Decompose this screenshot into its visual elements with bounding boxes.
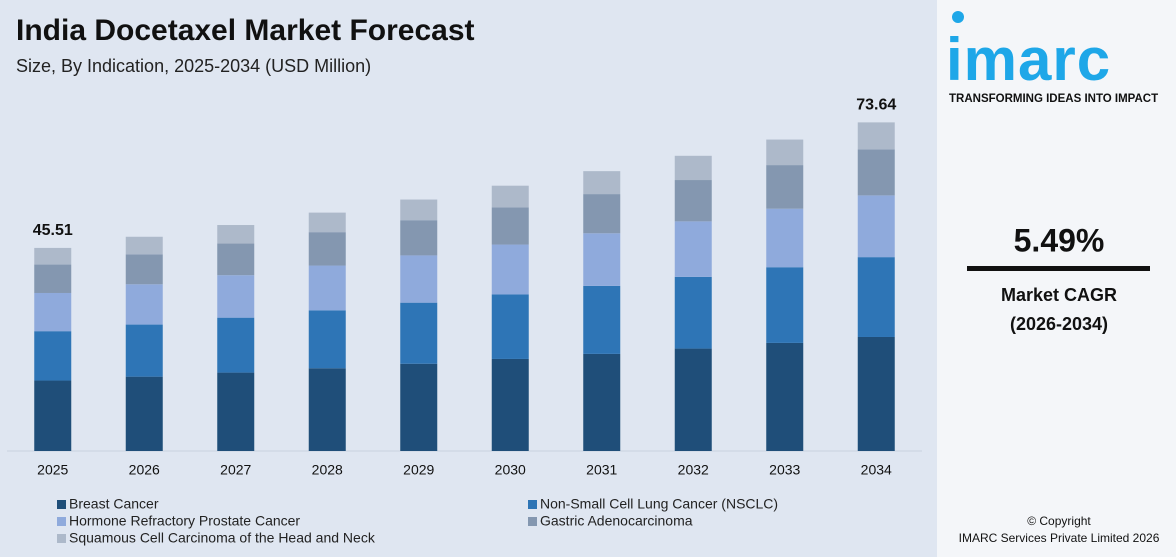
bar-segment <box>125 324 163 377</box>
legend-label: Gastric Adenocarcinoma <box>540 513 693 529</box>
cagr-rule <box>967 266 1150 271</box>
x-tick-label: 2028 <box>312 462 343 478</box>
x-tick-label: 2033 <box>769 462 800 478</box>
bar-segment <box>125 236 163 255</box>
legend-swatch <box>528 500 537 509</box>
chart-title: India Docetaxel Market Forecast <box>16 14 475 47</box>
legend-swatch <box>57 517 66 526</box>
bar-segment <box>308 212 346 233</box>
total-label: 73.64 <box>856 97 896 114</box>
x-tick-label: 2027 <box>220 462 251 478</box>
legend-swatch <box>57 500 66 509</box>
cagr-value: 5.49% <box>1014 222 1105 258</box>
legend-swatch <box>528 517 537 526</box>
bar-segment <box>857 149 895 196</box>
legend-label: Squamous Cell Carcinoma of the Head and … <box>69 530 376 546</box>
bar-segment <box>400 302 438 364</box>
bar-segment <box>857 336 895 451</box>
bar-segment <box>857 122 895 150</box>
x-tick-label: 2029 <box>403 462 434 478</box>
x-tick-label: 2026 <box>129 462 160 478</box>
bar-segment <box>491 185 529 208</box>
total-label: 45.51 <box>33 222 73 239</box>
bar-segment <box>583 233 621 286</box>
bar-segment <box>491 358 529 451</box>
cagr-label: Market CAGR <box>1001 285 1117 305</box>
owner: IMARC Services Private Limited 2026 <box>959 531 1160 545</box>
bar-segment <box>766 267 804 343</box>
bar-segment <box>217 243 255 276</box>
bar-segment <box>217 317 255 373</box>
sidebar-bg <box>937 0 1176 557</box>
bar-segment <box>491 244 529 295</box>
bar-segment <box>308 265 346 311</box>
bar-segment <box>491 207 529 245</box>
logo: imarc <box>946 26 1111 93</box>
bar-segment <box>674 276 712 349</box>
legend-label: Breast Cancer <box>69 496 159 512</box>
bar-segment <box>125 284 163 325</box>
bar-segment <box>308 310 346 369</box>
bar-segment <box>217 275 255 318</box>
bar-segment <box>400 255 438 303</box>
bar-segment <box>34 264 72 293</box>
bar-segment <box>491 294 529 359</box>
bar-segment <box>400 199 438 221</box>
x-tick-label: 2032 <box>678 462 709 478</box>
bar-segment <box>217 372 255 451</box>
x-tick-label: 2025 <box>37 462 68 478</box>
bar-segment <box>674 155 712 181</box>
bar-segment <box>583 171 621 195</box>
chart-subtitle: Size, By Indication, 2025-2034 (USD Mill… <box>16 56 371 76</box>
bar-segment <box>308 232 346 266</box>
bar-segment <box>766 342 804 451</box>
bar-segment <box>674 180 712 222</box>
bar-segment <box>766 139 804 166</box>
bar-segment <box>400 363 438 451</box>
bar-segment <box>857 195 895 258</box>
copyright: © Copyright <box>1027 514 1091 528</box>
cagr-period: (2026-2034) <box>1010 314 1108 334</box>
bar-segment <box>583 194 621 234</box>
legend-swatch <box>57 534 66 543</box>
bar-segment <box>34 292 72 332</box>
logo-dot <box>952 11 964 23</box>
bar-segment <box>583 353 621 451</box>
tagline: TRANSFORMING IDEAS INTO IMPACT <box>949 93 1158 105</box>
bar-segment <box>674 221 712 277</box>
x-tick-label: 2031 <box>586 462 617 478</box>
bar-segment <box>308 368 346 451</box>
bar-segment <box>583 285 621 354</box>
bar-segment <box>857 257 895 337</box>
bar-segment <box>125 254 163 285</box>
bar-segment <box>674 348 712 451</box>
bar-segment <box>34 380 72 451</box>
legend-label: Hormone Refractory Prostate Cancer <box>69 513 300 529</box>
bar-segment <box>766 165 804 209</box>
legend-label: Non-Small Cell Lung Cancer (NSCLC) <box>540 496 778 512</box>
bar-segment <box>34 331 72 381</box>
x-tick-label: 2034 <box>861 462 892 478</box>
bar-segment <box>217 225 255 244</box>
bar-segment <box>125 376 163 451</box>
bar-segment <box>400 220 438 256</box>
bar-segment <box>34 247 72 265</box>
x-tick-label: 2030 <box>495 462 526 478</box>
bar-segment <box>766 208 804 268</box>
